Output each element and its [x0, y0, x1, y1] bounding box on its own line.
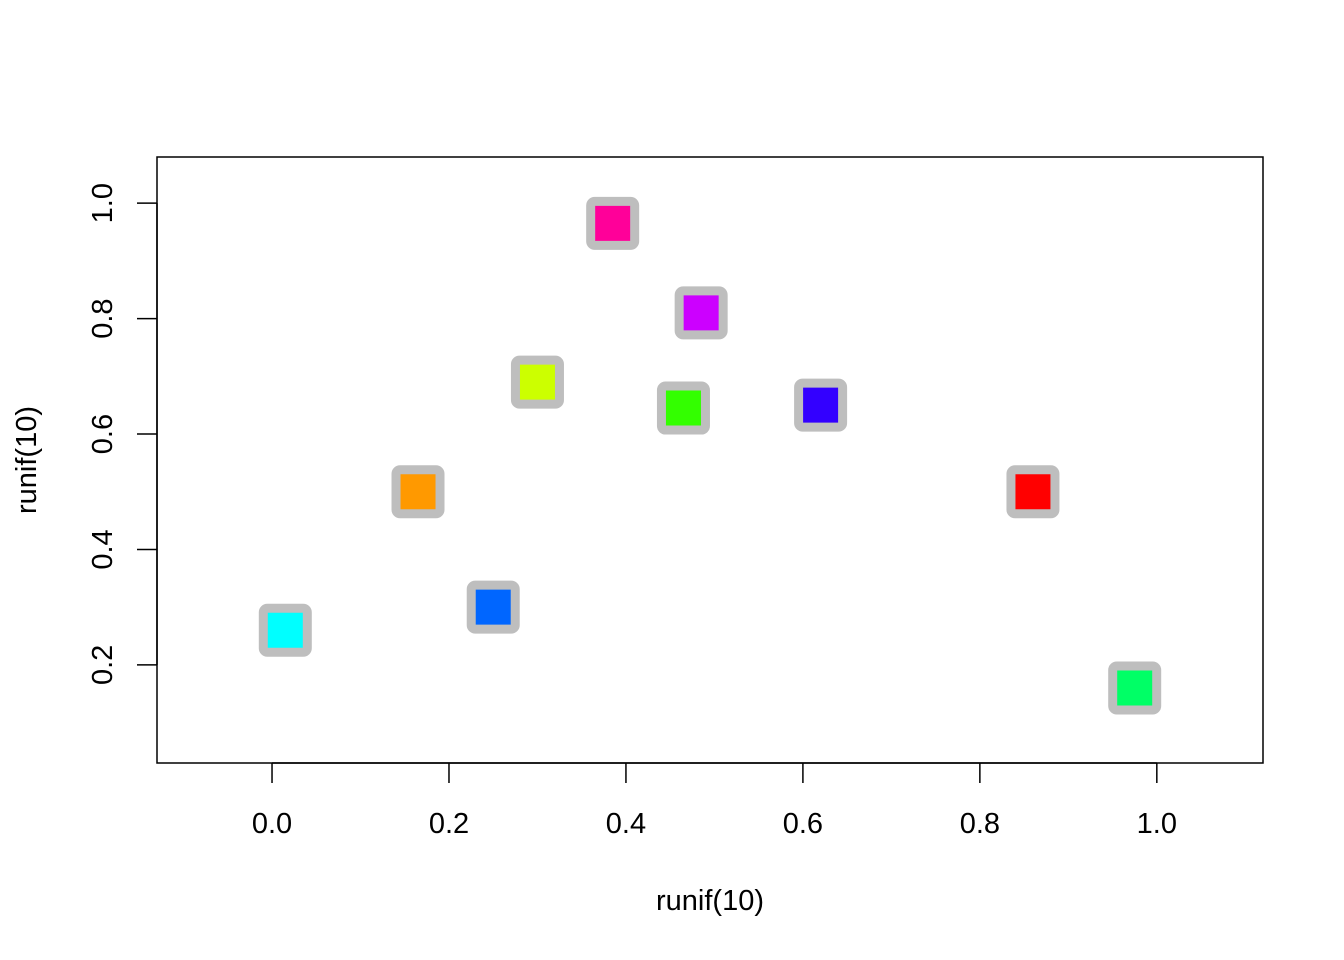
data-point [391, 465, 445, 519]
x-tick-label: 0.4 [606, 808, 646, 840]
x-tick-label: 0.0 [252, 808, 292, 840]
data-points [258, 196, 1162, 715]
x-axis-title: runif(10) [656, 885, 764, 917]
data-point [674, 286, 728, 340]
x-tick-label: 0.8 [960, 808, 1000, 840]
data-point [510, 355, 564, 409]
plot-frame [156, 156, 1264, 764]
data-point [466, 580, 520, 634]
y-tick-label: 1.0 [87, 183, 119, 223]
y-tick-label: 0.6 [87, 414, 119, 454]
x-tick-label: 0.2 [429, 808, 469, 840]
data-point [258, 603, 312, 657]
y-axis-title: runif(10) [11, 406, 43, 514]
data-point [1006, 465, 1060, 519]
data-point [656, 381, 710, 435]
data-point [794, 378, 848, 432]
x-axis: 0.0 0.2 0.4 0.6 0.8 1.0 [252, 762, 1177, 840]
y-tick-label: 0.8 [87, 298, 119, 338]
y-tick-label: 0.2 [87, 645, 119, 685]
x-tick-label: 1.0 [1137, 808, 1177, 840]
y-tick-label: 0.4 [87, 529, 119, 569]
y-axis: 0.2 0.4 0.6 0.8 1.0 [87, 183, 158, 685]
x-tick-label: 0.6 [783, 808, 823, 840]
data-point [1108, 661, 1162, 715]
data-point [586, 196, 640, 250]
